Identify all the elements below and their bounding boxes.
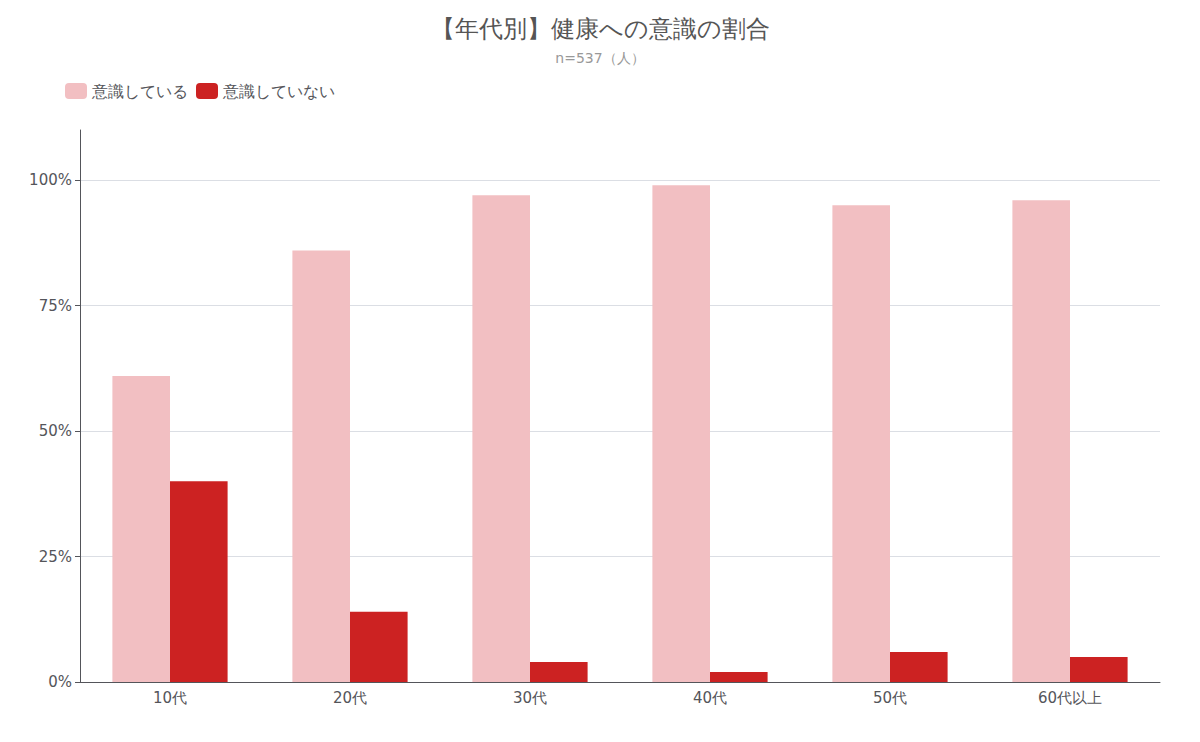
svg-text:【年代別】健康への意識の割合: 【年代別】健康への意識の割合 [431,15,770,43]
svg-text:25%: 25% [39,548,72,566]
svg-text:n=537（人）: n=537（人） [555,50,644,66]
svg-text:40代: 40代 [693,689,727,707]
svg-text:75%: 75% [39,297,72,315]
svg-text:30代: 30代 [513,689,547,707]
svg-text:20代: 20代 [333,689,367,707]
svg-text:50%: 50% [39,422,72,440]
svg-text:0%: 0% [48,673,72,691]
svg-text:意識している: 意識している [91,82,188,101]
svg-text:100%: 100% [29,171,72,189]
svg-text:意識していない: 意識していない [222,82,335,101]
svg-text:60代以上: 60代以上 [1038,689,1102,707]
svg-text:10代: 10代 [153,689,187,707]
svg-text:50代: 50代 [873,689,907,707]
